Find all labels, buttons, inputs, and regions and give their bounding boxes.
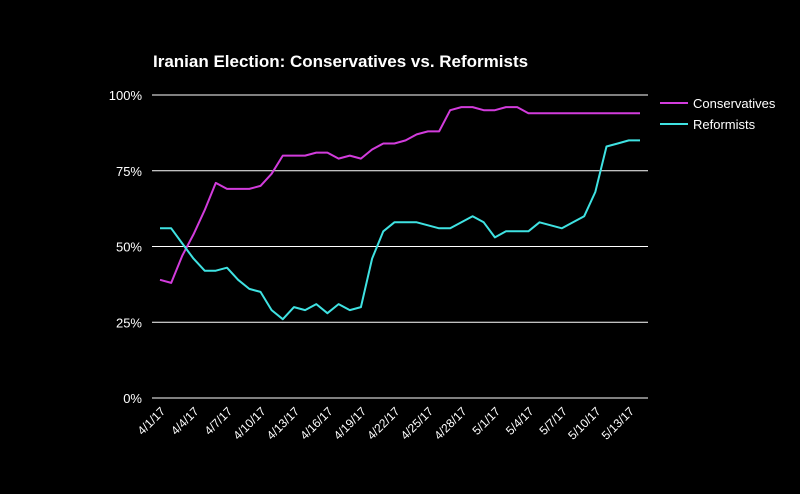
series-line-conservatives [159,106,640,284]
x-tick-label: 4/1/17 [135,404,169,438]
series-lines [159,106,640,321]
x-tick-label: 5/10/17 [565,404,603,442]
y-tick-label: 0% [123,391,142,406]
x-tick-label: 4/4/17 [168,404,202,438]
x-tick-label: 4/25/17 [398,404,436,442]
x-tick-label: 5/4/17 [503,404,537,438]
legend-label: Reformists [693,117,756,132]
y-tick-label: 75% [116,164,142,179]
x-tick-label: 4/10/17 [230,404,268,442]
x-tick-label: 4/28/17 [431,404,469,442]
x-tick-label: 5/13/17 [599,404,637,442]
y-tick-label: 25% [116,315,142,330]
x-axis-ticks: 4/1/17 4/4/17 4/7/174/10/174/13/174/16/174… [135,404,638,442]
x-tick-label: 4/16/17 [297,404,335,442]
x-tick-label: 4/22/17 [364,404,402,442]
chart-legend: Conservatives Reformists [660,96,776,132]
chart-title: Iranian Election: Conservatives vs. Refo… [153,52,528,71]
legend-label: Conservatives [693,96,776,111]
x-tick-label: 4/13/17 [264,404,302,442]
y-axis-ticks: 0% 25% 50% 75% 100% [109,88,143,406]
series-line-reformists [160,139,640,321]
chart-gridlines [152,94,648,399]
x-tick-label: 4/19/17 [331,404,369,442]
y-tick-label: 50% [116,240,142,255]
y-tick-label: 100% [109,88,143,103]
x-tick-label: 5/1/17 [470,404,504,438]
